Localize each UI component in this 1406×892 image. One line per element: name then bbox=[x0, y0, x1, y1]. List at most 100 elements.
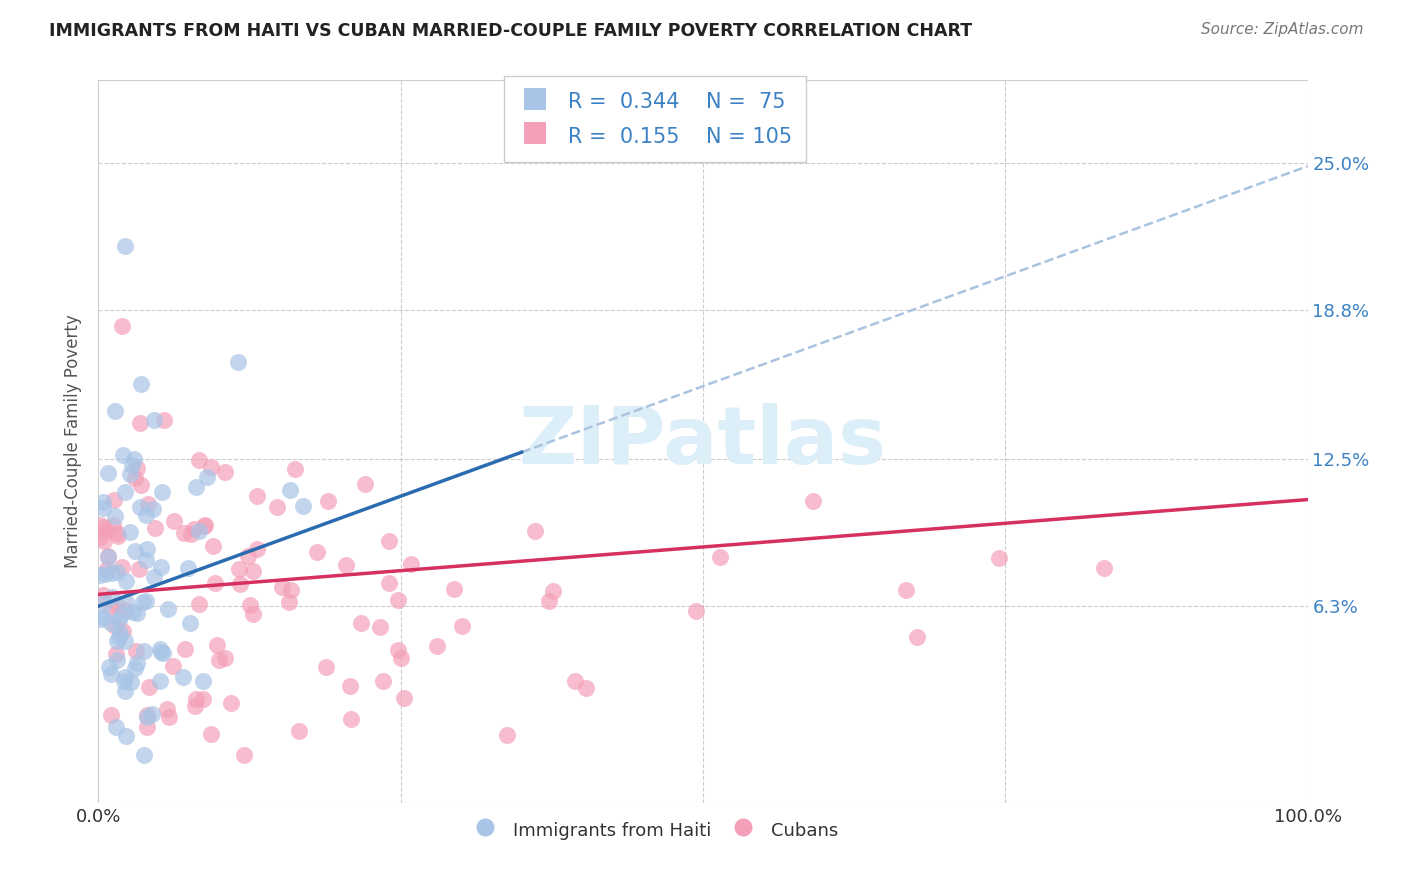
Point bbox=[387, 592, 409, 607]
Point bbox=[266, 500, 288, 514]
Point bbox=[193, 519, 215, 533]
Point bbox=[157, 709, 180, 723]
Point bbox=[801, 494, 824, 508]
Point bbox=[214, 651, 236, 665]
Point bbox=[136, 497, 159, 511]
Point bbox=[238, 549, 260, 564]
Text: ZIPatlas: ZIPatlas bbox=[519, 402, 887, 481]
Point bbox=[114, 684, 136, 698]
Point bbox=[103, 618, 125, 632]
Point bbox=[195, 469, 218, 483]
Point bbox=[186, 692, 208, 706]
Point bbox=[149, 645, 172, 659]
Point bbox=[135, 553, 157, 567]
Point bbox=[163, 514, 186, 528]
Point bbox=[111, 319, 134, 334]
Point bbox=[120, 467, 142, 482]
Point bbox=[91, 588, 114, 602]
Point bbox=[150, 485, 173, 500]
Legend: Immigrants from Haiti, Cubans: Immigrants from Haiti, Cubans bbox=[464, 812, 845, 848]
Point bbox=[97, 659, 120, 673]
Point bbox=[152, 413, 174, 427]
Point bbox=[124, 470, 146, 484]
Point bbox=[96, 524, 118, 538]
Point bbox=[136, 720, 159, 734]
Point bbox=[121, 458, 143, 472]
Point bbox=[93, 520, 115, 534]
Point bbox=[353, 477, 375, 491]
Point bbox=[129, 417, 152, 431]
Point bbox=[246, 542, 269, 557]
Point bbox=[350, 616, 373, 631]
Point bbox=[229, 576, 252, 591]
Point bbox=[125, 656, 148, 670]
Point bbox=[709, 550, 731, 565]
Point bbox=[204, 575, 226, 590]
Point bbox=[194, 517, 217, 532]
Point bbox=[111, 448, 134, 462]
Point bbox=[152, 647, 174, 661]
Point bbox=[284, 462, 307, 476]
Point bbox=[128, 561, 150, 575]
Text: Source: ZipAtlas.com: Source: ZipAtlas.com bbox=[1201, 22, 1364, 37]
Point bbox=[124, 661, 146, 675]
Point bbox=[97, 466, 120, 480]
Point bbox=[219, 697, 242, 711]
Point bbox=[173, 642, 195, 657]
Point bbox=[114, 484, 136, 499]
Point bbox=[135, 542, 157, 557]
Point bbox=[105, 599, 128, 613]
Point bbox=[104, 508, 127, 523]
Point bbox=[125, 460, 148, 475]
Point bbox=[132, 595, 155, 609]
Point bbox=[156, 701, 179, 715]
Point bbox=[122, 605, 145, 619]
Point bbox=[132, 748, 155, 763]
Point bbox=[188, 524, 211, 539]
Point bbox=[135, 508, 157, 522]
Point bbox=[426, 639, 449, 653]
Point bbox=[149, 673, 172, 688]
Point bbox=[305, 544, 328, 558]
Point bbox=[93, 597, 115, 611]
Point bbox=[292, 500, 315, 514]
Point bbox=[114, 633, 136, 648]
Point bbox=[91, 609, 114, 624]
Point bbox=[183, 698, 205, 713]
Point bbox=[112, 624, 135, 639]
Point bbox=[112, 674, 135, 689]
Point bbox=[287, 723, 309, 738]
Point bbox=[129, 377, 152, 392]
Point bbox=[378, 576, 401, 591]
Point bbox=[270, 580, 292, 594]
Point bbox=[575, 681, 598, 695]
Point bbox=[541, 583, 564, 598]
Point bbox=[115, 574, 138, 588]
Point bbox=[89, 518, 111, 533]
Point bbox=[523, 524, 546, 538]
Point bbox=[100, 615, 122, 630]
Point bbox=[120, 674, 142, 689]
Point bbox=[111, 607, 134, 621]
Point bbox=[107, 613, 129, 627]
Point bbox=[242, 607, 264, 621]
Point bbox=[136, 707, 159, 722]
Point bbox=[162, 659, 184, 673]
Point bbox=[280, 583, 302, 598]
Point bbox=[100, 667, 122, 681]
Point bbox=[105, 565, 128, 579]
Point bbox=[339, 679, 361, 693]
Point bbox=[1092, 561, 1115, 575]
Point bbox=[278, 483, 301, 497]
Point bbox=[100, 600, 122, 615]
Point bbox=[142, 569, 165, 583]
Point bbox=[894, 583, 917, 598]
Point bbox=[443, 582, 465, 596]
Point bbox=[228, 562, 250, 576]
Point bbox=[378, 533, 401, 548]
Point bbox=[232, 748, 254, 763]
Point bbox=[104, 403, 127, 417]
Point bbox=[278, 595, 301, 609]
Point bbox=[93, 533, 115, 548]
Point bbox=[142, 501, 165, 516]
